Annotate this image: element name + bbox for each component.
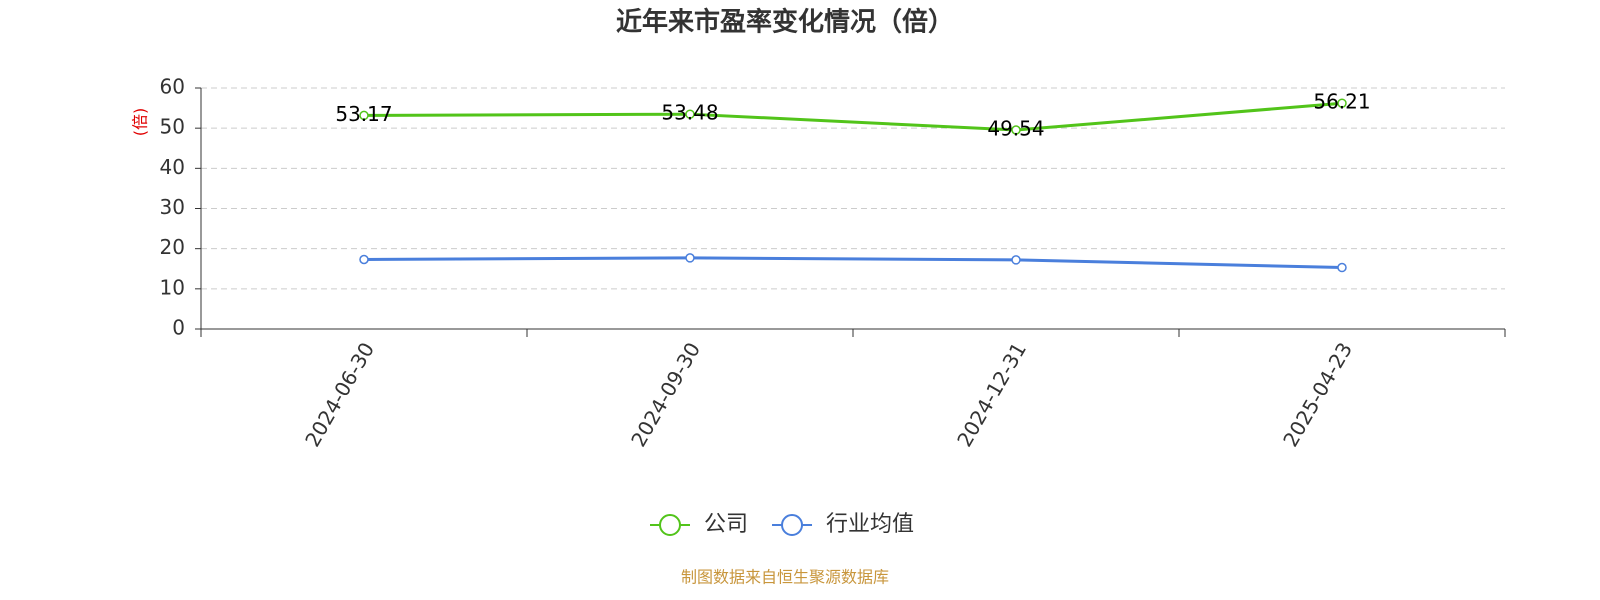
point [1011,255,1021,265]
legend-marker [781,514,804,536]
legend-label: 行业均值 [826,512,914,537]
point [685,109,695,119]
y-tick-label: 0 [172,316,185,340]
point [1011,125,1021,135]
chart-title: 近年来市盈率变化情况（倍） [616,7,954,38]
x-tick-label: 2024-12-31 [952,338,1031,451]
point [359,110,369,121]
x-tick-label: 2024-06-30 [300,338,379,451]
y-tick-label: 50 [160,115,185,139]
x-tick-label: 2025-04-23 [1278,338,1357,451]
y-tick-label: 30 [160,195,185,219]
data-label: 56.21 [1313,90,1370,114]
point [359,254,369,265]
series-line [363,256,1343,270]
data-label: 53.17 [335,102,392,126]
y-tick-label: 40 [160,155,185,179]
y-tick-label: 20 [160,235,185,259]
point [1337,262,1347,273]
data-label: 49.54 [987,117,1044,141]
y-axis-label: (倍) [131,108,150,137]
y-tick-label: 60 [160,75,185,99]
data-label: 53.48 [661,101,718,125]
point [1337,98,1347,108]
series-line [363,101,1343,132]
source-note: 制图数据来自恒生聚源数据库 [681,568,889,587]
y-tick-label: 10 [160,275,185,299]
point [685,253,695,263]
legend-label: 公司 [704,512,748,537]
x-tick-label: 2024-09-30 [626,338,705,451]
legend-marker [659,514,681,536]
